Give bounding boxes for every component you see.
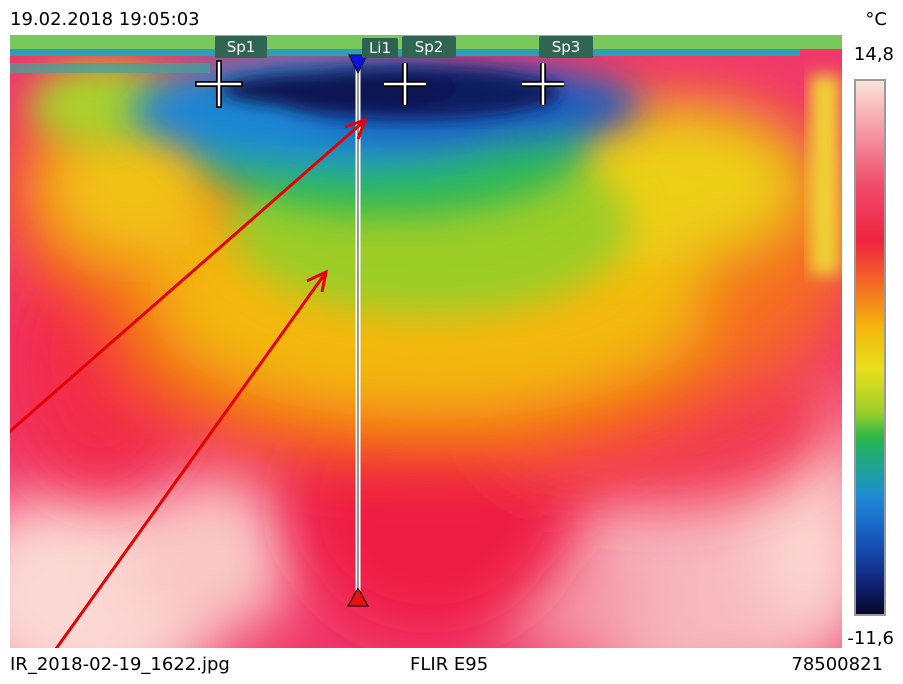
spot-sp1-crosshair: [195, 60, 243, 108]
serial-number: 78500821: [791, 654, 883, 675]
temperature-scale-bar: [854, 79, 886, 616]
scale-min-temperature: -11,6: [847, 628, 894, 649]
spot-sp2-crosshair: [384, 63, 426, 105]
line-label-li1[interactable]: Li1: [362, 38, 398, 58]
file-name: IR_2018-02-19_1622.jpg: [10, 654, 230, 675]
camera-model: FLIR E95: [410, 654, 489, 675]
spot-label-sp2[interactable]: Sp2: [402, 36, 456, 58]
thermal-image[interactable]: [10, 35, 842, 648]
spot-label-sp1[interactable]: Sp1: [215, 36, 267, 58]
scale-max-temperature: 14,8: [853, 44, 894, 65]
thermal-image-canvas: [10, 35, 842, 648]
arrow-lower: [54, 269, 329, 648]
spot-sp3-crosshair: [522, 63, 564, 105]
spot-label-sp3[interactable]: Sp3: [539, 36, 593, 58]
line-start-marker: [348, 54, 368, 75]
timestamp: 19.02.2018 19:05:03: [10, 9, 200, 30]
line-end-marker: [347, 586, 369, 607]
arrow-upper: [10, 117, 368, 434]
temperature-unit: °C: [865, 9, 887, 30]
